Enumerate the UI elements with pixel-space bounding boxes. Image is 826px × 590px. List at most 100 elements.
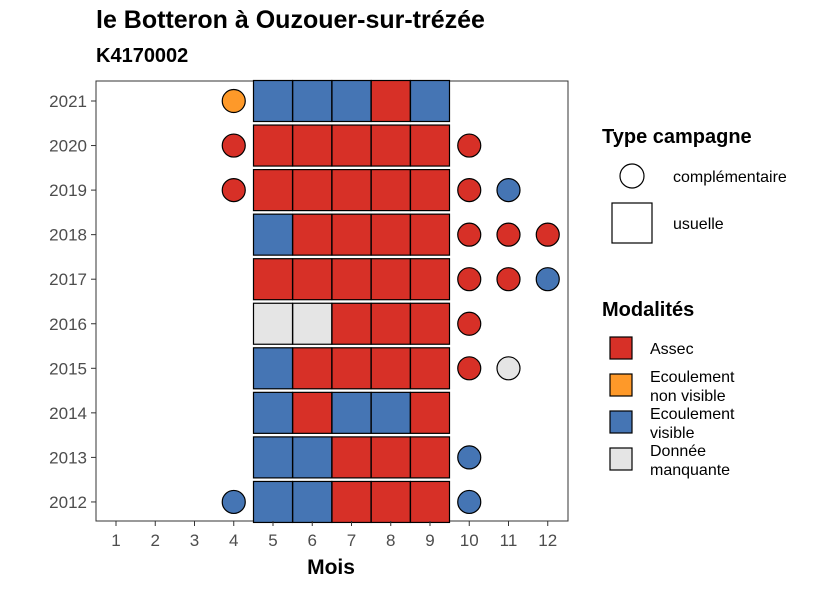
cell-2017-7 <box>331 258 372 301</box>
cell-2017-5 <box>252 258 294 301</box>
y-axis: 2012 2013 2014 2015 2016 2017 2018 2019 2020 2021 <box>49 92 96 512</box>
cell-2020-6 <box>292 124 333 167</box>
cell-2019-9 <box>409 169 451 212</box>
cell-2018-9 <box>409 213 451 256</box>
point-2016-10 <box>457 311 482 336</box>
cell-2020-9 <box>409 124 451 167</box>
point-2020-10 <box>457 133 482 158</box>
cell-2021-5 <box>252 79 294 123</box>
x-tick-label: 6 <box>308 531 317 550</box>
legend-circle-key <box>619 163 645 189</box>
cell-2012-8 <box>370 480 411 524</box>
cell-2012-7 <box>331 480 372 524</box>
x-axis-title: Mois <box>307 556 355 579</box>
x-axis: 1 2 3 4 5 6 7 8 9 10 11 12 <box>111 521 557 550</box>
cell-2014-6 <box>292 391 333 434</box>
legend-type-title: Type campagne <box>602 126 752 148</box>
cell-2019-7 <box>331 169 372 212</box>
y-tick-label: 2014 <box>49 404 87 423</box>
cell-2019-6 <box>292 169 333 212</box>
point-2019-10 <box>457 178 482 203</box>
usuelle-cells <box>252 79 451 524</box>
point-2015-10 <box>457 356 482 381</box>
legend-type-label: usuelle <box>673 216 724 233</box>
legend-swatch <box>609 336 633 360</box>
y-tick-label: 2020 <box>49 137 87 156</box>
y-tick-label: 2019 <box>49 181 87 200</box>
x-tick-label: 11 <box>500 531 518 550</box>
legend-modal-label: Ecoulement <box>650 406 735 423</box>
cell-2014-7 <box>331 391 372 434</box>
point-2018-11 <box>496 222 521 247</box>
point-2021-4 <box>221 88 246 114</box>
cell-2021-8 <box>370 79 411 123</box>
cell-2015-9 <box>409 347 451 390</box>
legend-modal-label: non visible <box>650 388 726 405</box>
cell-2021-7 <box>331 79 372 123</box>
cell-2014-5 <box>252 391 294 434</box>
y-tick-label: 2013 <box>49 448 87 467</box>
cell-2019-8 <box>370 169 411 212</box>
legend-modal-label: manquante <box>650 462 730 479</box>
x-tick-label: 8 <box>386 531 395 550</box>
complementaire-points <box>221 88 560 515</box>
y-tick-label: 2012 <box>49 493 87 512</box>
point-2017-12 <box>535 267 560 292</box>
point-2020-4 <box>221 133 246 158</box>
x-tick-label: 12 <box>538 531 557 550</box>
cell-2016-5 <box>252 302 294 345</box>
cell-2018-6 <box>292 213 333 256</box>
cell-2017-8 <box>370 258 411 301</box>
cell-2016-6 <box>292 302 333 345</box>
chart-subtitle: K4170002 <box>96 45 189 67</box>
cell-2017-9 <box>409 258 451 301</box>
point-2018-12 <box>535 222 560 247</box>
cell-2016-9 <box>409 302 451 345</box>
cell-2013-9 <box>409 436 451 479</box>
legend-swatch <box>609 373 633 397</box>
legend-square-key <box>611 202 653 244</box>
x-tick-label: 10 <box>460 531 479 550</box>
legend-modal-label: visible <box>650 425 695 442</box>
cell-2015-5 <box>252 347 294 390</box>
cell-2014-9 <box>409 391 451 434</box>
point-2013-10 <box>457 445 482 470</box>
legend-modal-title: Modalités <box>602 299 694 321</box>
cell-2012-6 <box>292 480 333 524</box>
cell-2015-8 <box>370 347 411 390</box>
cell-2012-5 <box>252 480 294 524</box>
cell-2012-9 <box>409 480 451 524</box>
point-2017-11 <box>496 267 521 292</box>
x-tick-label: 1 <box>111 531 120 550</box>
legend-modal-label: Ecoulement <box>650 369 735 386</box>
x-tick-label: 4 <box>229 531 238 550</box>
point-2012-10 <box>457 489 482 515</box>
point-2012-4 <box>221 489 246 515</box>
cell-2016-7 <box>331 302 372 345</box>
cell-2018-5 <box>252 213 294 256</box>
point-2018-10 <box>457 222 482 247</box>
cell-2019-5 <box>252 169 294 212</box>
y-tick-label: 2017 <box>49 270 87 289</box>
y-tick-label: 2016 <box>49 315 87 334</box>
x-tick-label: 2 <box>151 531 160 550</box>
cell-2020-5 <box>252 124 294 167</box>
cell-2016-8 <box>370 302 411 345</box>
legend-swatch <box>609 410 633 434</box>
point-2015-11 <box>496 356 521 381</box>
x-tick-label: 9 <box>425 531 434 550</box>
cell-2018-7 <box>331 213 372 256</box>
x-tick-label: 3 <box>190 531 199 550</box>
cell-2021-9 <box>409 79 451 123</box>
legend-swatch <box>609 447 633 471</box>
cell-2015-6 <box>292 347 333 390</box>
cell-2013-7 <box>331 436 372 479</box>
cell-2021-6 <box>292 79 333 123</box>
cell-2020-8 <box>370 124 411 167</box>
point-2017-10 <box>457 267 482 292</box>
point-2019-4 <box>221 178 246 203</box>
cell-2013-6 <box>292 436 333 479</box>
cell-2014-8 <box>370 391 411 434</box>
legend-modal-label: Assec <box>650 341 694 358</box>
